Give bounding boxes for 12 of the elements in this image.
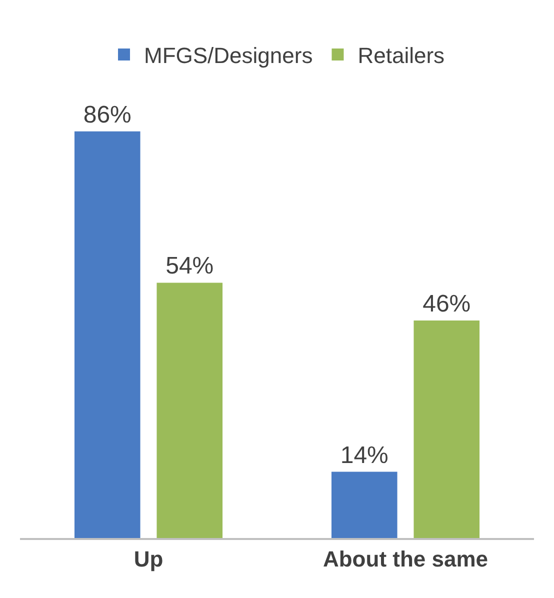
data-label: 14% (340, 442, 388, 469)
x-tick-label: Up (134, 546, 164, 572)
legend-label: MFGS/Designers (144, 43, 313, 68)
data-label: 46% (422, 290, 471, 318)
bar (414, 320, 480, 538)
legend-label: Retailers (358, 43, 445, 68)
bar (331, 472, 398, 538)
data-label: 86% (83, 101, 132, 128)
data-label: 54% (166, 252, 214, 280)
x-tick-label: About the same (322, 546, 488, 572)
bar (156, 282, 223, 538)
bar (74, 131, 140, 538)
